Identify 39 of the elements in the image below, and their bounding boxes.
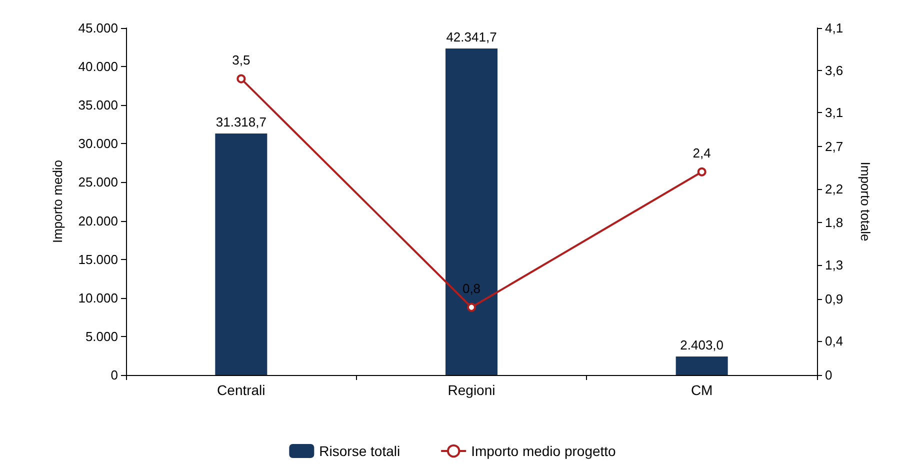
y2-tick-label: 4,1 xyxy=(825,20,844,36)
y2-tick-label: 0,9 xyxy=(825,291,844,306)
data-label: 42.341,7 xyxy=(446,30,497,44)
y-tick-label: 0 xyxy=(110,368,118,382)
y2-tick-label: 0,4 xyxy=(825,334,844,349)
y-tick-label: 15.000 xyxy=(78,252,118,267)
data-label: 0,8 xyxy=(462,280,481,296)
y2-tick-label: 3,1 xyxy=(825,105,844,120)
y2-tick-label: 1,3 xyxy=(825,257,844,272)
y-tick-label: 25.000 xyxy=(78,174,118,190)
y-axis-title: Importo medio xyxy=(50,160,65,244)
y2-tick-label: 2,2 xyxy=(825,181,844,196)
legend-label: Risorse totali xyxy=(319,443,400,459)
y-tick-label: 20.000 xyxy=(78,213,118,228)
point xyxy=(467,302,476,312)
y2-tick-label: 2,7 xyxy=(825,138,844,154)
data-label: 2,4 xyxy=(692,145,711,160)
y2-axis-title: Importo totale xyxy=(858,162,873,242)
x-tick-label: Regioni xyxy=(448,382,496,398)
bar xyxy=(215,134,268,375)
y2-tick-label: 1,8 xyxy=(825,215,844,230)
x-tick-label: CM xyxy=(690,382,713,398)
y-tick-label: 35.000 xyxy=(78,98,118,113)
y2-tick-label: 3,6 xyxy=(825,62,844,78)
bar xyxy=(446,48,498,375)
y-tick-label: 10.000 xyxy=(78,290,118,306)
legend-label: Importo medio progetto xyxy=(471,443,616,459)
point xyxy=(236,74,246,84)
data-label: 2.403,0 xyxy=(680,337,724,352)
y-tick-label: 30.000 xyxy=(78,136,118,152)
data-label: 31.318,7 xyxy=(216,114,266,130)
x-tick-label: Centrali xyxy=(217,382,266,398)
y-tick-label: 5.000 xyxy=(85,328,118,344)
data-label: 3,5 xyxy=(232,52,250,68)
y-tick-label: 40.000 xyxy=(78,59,118,74)
y-tick-label: 45.000 xyxy=(78,20,118,36)
point xyxy=(697,167,706,176)
y2-tick-label: 0 xyxy=(825,368,832,382)
bar xyxy=(676,356,728,375)
